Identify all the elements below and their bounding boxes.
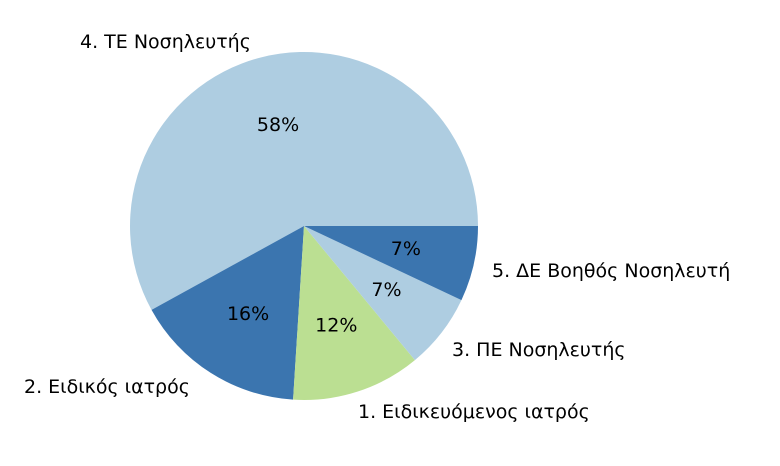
pie-percent-label-1: 58% bbox=[257, 114, 299, 136]
pie-category-label-4: 3. ΠΕ Νοσηλευτής bbox=[452, 339, 626, 361]
pie-category-label-1: 4. ΤΕ Νοσηλευτής bbox=[80, 31, 251, 53]
pie-slice-5 bbox=[304, 226, 478, 301]
pie-category-label-3: 1. Ειδικευόμενος ιατρός bbox=[358, 401, 590, 423]
pie-percent-label-2: 16% bbox=[227, 303, 269, 325]
pie-percent-label-5: 7% bbox=[391, 238, 421, 260]
pie-category-label-2: 2. Ειδικός ιατρός bbox=[24, 376, 190, 398]
pie-slice-4 bbox=[304, 226, 462, 361]
pie-category-label-5: 5. ΔΕ Βοηθός Νοσηλευτή bbox=[492, 260, 730, 282]
pie-slice-2 bbox=[151, 226, 304, 400]
pie-percent-label-3: 12% bbox=[315, 314, 357, 336]
pie-slice-3 bbox=[293, 226, 415, 400]
pie-percent-label-4: 7% bbox=[371, 279, 401, 301]
pie-slice-1 bbox=[129, 51, 478, 310]
